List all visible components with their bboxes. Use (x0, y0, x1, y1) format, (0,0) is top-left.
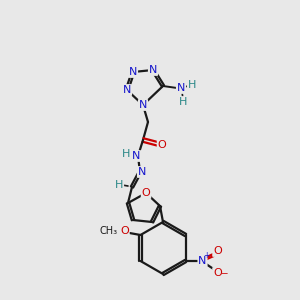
Text: N: N (132, 151, 140, 161)
Text: N: N (139, 100, 147, 110)
Text: H: H (122, 149, 130, 159)
Text: CH₃: CH₃ (99, 226, 118, 236)
Text: +: + (203, 250, 210, 260)
Text: N: N (198, 256, 207, 266)
Text: N: N (177, 83, 185, 93)
Text: N: N (149, 65, 157, 75)
Text: O: O (142, 188, 150, 198)
Text: H: H (115, 180, 123, 190)
Text: N: N (123, 85, 131, 95)
Text: N: N (138, 167, 146, 177)
Text: −: − (220, 268, 227, 278)
Text: H: H (179, 97, 187, 107)
Text: N: N (129, 67, 137, 77)
Text: O: O (120, 226, 129, 236)
Text: O: O (213, 268, 222, 278)
Text: H: H (188, 80, 196, 90)
Text: O: O (213, 246, 222, 256)
Text: O: O (158, 140, 166, 150)
